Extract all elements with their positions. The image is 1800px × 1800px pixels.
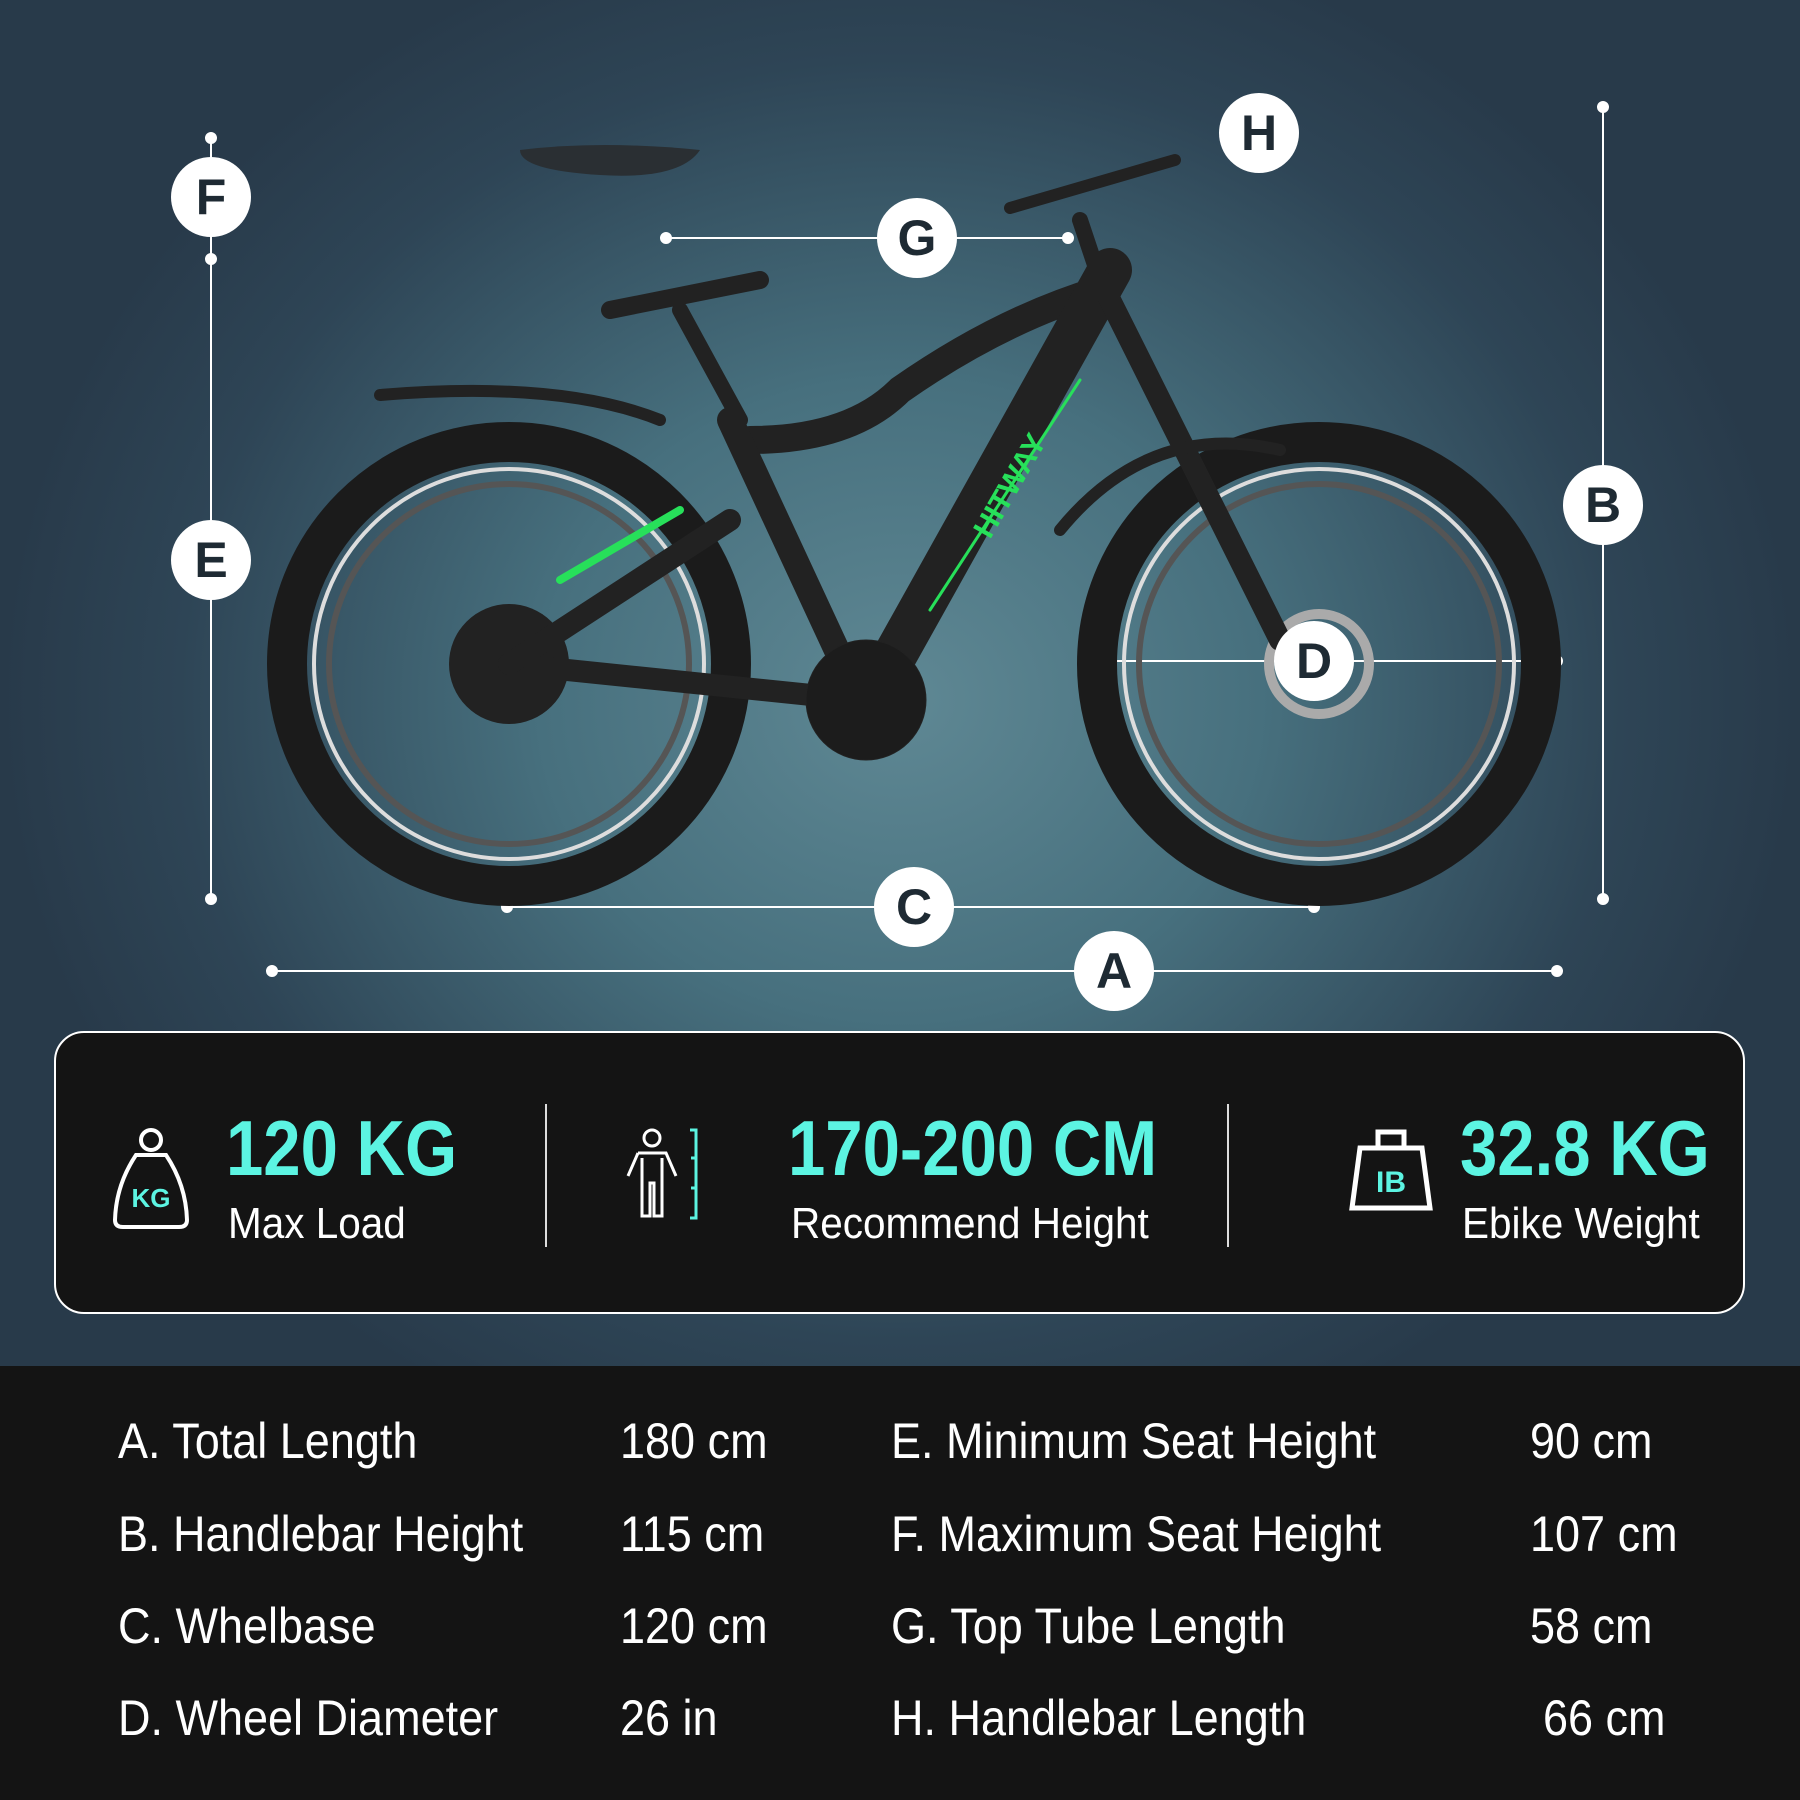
spec-label: H. Handlebar Length xyxy=(891,1690,1307,1746)
spec-label: F. Maximum Seat Height xyxy=(891,1506,1382,1562)
spec-label: B. Handlebar Height xyxy=(118,1506,524,1562)
frame xyxy=(374,154,1291,761)
marker-h: H xyxy=(1219,93,1299,173)
marker-d: D xyxy=(1274,621,1354,701)
spec-value: 115 cm xyxy=(620,1506,765,1562)
stat-label: Max Load xyxy=(228,1199,406,1248)
stat-label: Ebike Weight xyxy=(1462,1199,1700,1248)
front-wheel xyxy=(1077,422,1561,906)
spec-value: 26 in xyxy=(620,1690,718,1746)
max-seat xyxy=(520,145,700,176)
stat-label: Recommend Height xyxy=(791,1199,1149,1248)
spec-label: E. Minimum Seat Height xyxy=(891,1413,1377,1469)
marker-f: F xyxy=(171,157,251,237)
stat-recommend-height: 170-200 CM Recommend Height xyxy=(546,1033,1226,1316)
marker-a: A xyxy=(1074,931,1154,1011)
svg-text:KG: KG xyxy=(132,1183,171,1213)
spec-value: 58 cm xyxy=(1530,1598,1653,1654)
ebike-illustration: HITWAY xyxy=(205,101,1609,977)
divider xyxy=(1227,1104,1229,1247)
kg-weight-icon: KG xyxy=(112,1128,190,1229)
spec-label: C. Whelbase xyxy=(118,1598,376,1654)
marker-c: C xyxy=(874,867,954,947)
marker-b: B xyxy=(1563,465,1643,545)
person-height-icon xyxy=(626,1128,698,1220)
svg-text:IB: IB xyxy=(1376,1166,1406,1199)
stats-panel: KG 120 KG Max Load 170-200 CM Recommend … xyxy=(54,1031,1745,1314)
divider xyxy=(545,1104,547,1247)
spec-value: 120 cm xyxy=(620,1598,768,1654)
lb-weight-icon: IB xyxy=(1349,1129,1433,1211)
stat-max-load: KG 120 KG Max Load xyxy=(56,1033,546,1316)
spec-value: 107 cm xyxy=(1530,1506,1678,1562)
spec-label: D. Wheel Diameter xyxy=(118,1690,499,1746)
spec-label: A. Total Length xyxy=(118,1413,418,1469)
spec-value: 66 cm xyxy=(1543,1690,1666,1746)
marker-g: G xyxy=(877,198,957,278)
spec-value: 90 cm xyxy=(1530,1413,1653,1469)
spec-label: G. Top Tube Length xyxy=(891,1598,1286,1654)
stat-value: 120 KG xyxy=(226,1104,458,1192)
stat-value: 32.8 KG xyxy=(1460,1104,1710,1192)
spec-value: 180 cm xyxy=(620,1413,768,1469)
stat-ebike-weight: IB 32.8 KG Ebike Weight xyxy=(1228,1033,1747,1316)
stat-value: 170-200 CM xyxy=(788,1104,1158,1192)
marker-e: E xyxy=(171,520,251,600)
